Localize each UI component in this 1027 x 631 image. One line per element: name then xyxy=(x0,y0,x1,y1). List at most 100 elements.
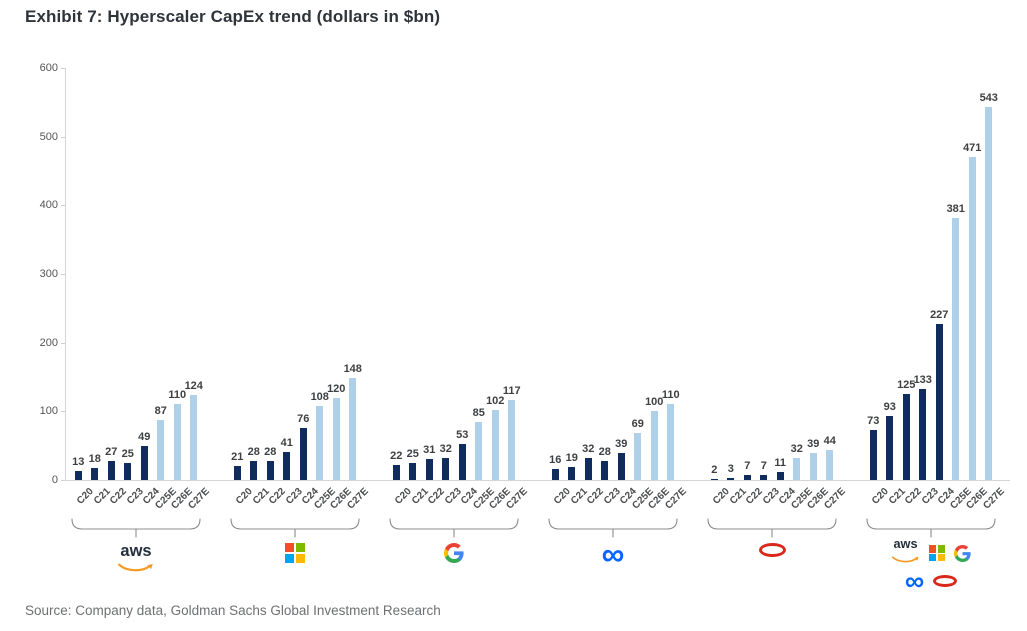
y-tick-mark xyxy=(61,205,65,207)
bar-value-label: 13 xyxy=(72,456,85,469)
bar-google-C27E xyxy=(508,399,516,480)
bar-aws-C22 xyxy=(107,461,115,480)
bar-value-label: 49 xyxy=(138,431,151,444)
group-logo-box: ∞ xyxy=(547,536,679,572)
group-logo-box xyxy=(706,543,838,557)
y-tick-mark xyxy=(61,68,65,69)
aws-smile-icon xyxy=(117,560,154,578)
bar-value-label: 19 xyxy=(565,451,578,464)
bar-google-C21 xyxy=(409,462,417,480)
bar-value-label: 69 xyxy=(631,417,644,430)
bar-value-label: 39 xyxy=(615,438,628,451)
bar-microsoft-C24 xyxy=(299,427,307,480)
bar-microsoft-C26E xyxy=(332,397,340,480)
bar-aws-C21 xyxy=(91,467,99,480)
bar-aws-C27E xyxy=(190,394,198,480)
bar-value-label: 32 xyxy=(582,443,595,456)
bar-microsoft-C27E xyxy=(349,378,357,480)
bar-oracle-C20 xyxy=(710,478,718,480)
bar-all-C22 xyxy=(902,394,910,480)
oracle-logo xyxy=(933,575,958,588)
y-tick-label: 100 xyxy=(39,405,58,418)
group-brace xyxy=(865,518,997,540)
bar-meta-C24 xyxy=(617,453,625,480)
all-hyperscalers-logos: aws ∞ xyxy=(891,537,971,595)
y-tick-mark xyxy=(61,274,65,275)
bar-meta-C27E xyxy=(667,404,675,480)
bar-value-label: 25 xyxy=(121,447,134,460)
bar-oracle-C21 xyxy=(727,477,735,480)
bar-value-label: 28 xyxy=(598,445,611,458)
bar-oracle-C23 xyxy=(760,475,768,480)
y-tick-label: 400 xyxy=(39,199,58,212)
bar-aws-C20 xyxy=(74,471,82,480)
group-logo-box xyxy=(229,543,361,563)
bar-oracle-C24 xyxy=(776,472,784,480)
bar-all-C26E xyxy=(968,156,976,480)
bar-value-label: 148 xyxy=(343,363,362,376)
bar-value-label: 16 xyxy=(549,454,562,466)
bar-microsoft-C23 xyxy=(283,451,291,480)
bar-value-label: 227 xyxy=(930,309,949,322)
bar-value-label: 2 xyxy=(711,463,718,476)
aws-logo: aws xyxy=(891,537,920,569)
group-brace xyxy=(706,518,838,540)
bar-value-label: 117 xyxy=(502,384,521,397)
bar-meta-C23 xyxy=(601,460,609,480)
bar-aws-C25E xyxy=(157,420,165,480)
bar-value-label: 25 xyxy=(406,447,419,460)
bar-microsoft-C21 xyxy=(250,460,258,480)
bar-google-C22 xyxy=(425,458,433,480)
group-brace xyxy=(388,518,520,540)
bar-google-C25E xyxy=(475,421,483,480)
bar-all-C20 xyxy=(869,429,877,480)
group-logo-box: aws xyxy=(70,543,202,578)
bar-value-label: 7 xyxy=(760,460,767,473)
bar-value-label: 18 xyxy=(88,452,101,465)
logo-row: aws xyxy=(891,537,971,569)
bar-value-label: 100 xyxy=(645,396,664,409)
bar-value-label: 93 xyxy=(883,401,896,414)
bar-value-label: 87 xyxy=(154,405,167,418)
x-axis-line xyxy=(65,480,1010,481)
bar-aws-C23 xyxy=(124,462,132,480)
bar-value-label: 31 xyxy=(423,443,436,456)
bar-google-C23 xyxy=(442,458,450,480)
meta-logo: ∞ xyxy=(601,536,625,572)
bar-value-label: 73 xyxy=(867,414,880,427)
bar-value-label: 108 xyxy=(310,390,329,403)
bar-value-label: 110 xyxy=(168,389,187,402)
bar-value-label: 39 xyxy=(807,438,820,451)
bar-all-C24 xyxy=(935,324,943,480)
y-axis-line xyxy=(65,68,66,480)
group-logo-box xyxy=(388,543,520,563)
bar-value-label: 53 xyxy=(456,428,469,441)
bar-value-label: 27 xyxy=(105,446,118,459)
microsoft-logo xyxy=(928,545,945,562)
logo-row: ∞ xyxy=(905,567,958,595)
y-tick-mark xyxy=(61,411,65,413)
bar-value-label: 76 xyxy=(297,412,310,425)
bar-value-label: 3 xyxy=(727,462,734,475)
bar-value-label: 28 xyxy=(247,445,260,458)
aws-smile-icon xyxy=(891,551,920,569)
group-brace xyxy=(547,518,679,540)
bar-value-label: 471 xyxy=(963,141,982,154)
bar-value-label: 120 xyxy=(327,382,346,395)
bar-value-label: 21 xyxy=(231,450,244,463)
bar-all-C21 xyxy=(886,416,894,480)
y-tick-label: 500 xyxy=(39,130,58,143)
oracle-logo xyxy=(758,543,786,557)
bar-google-C24 xyxy=(458,443,466,480)
bar-oracle-C26E xyxy=(809,453,817,480)
bar-microsoft-C25E xyxy=(316,405,324,480)
bar-value-label: 44 xyxy=(823,434,836,447)
group-logo-box: aws ∞ xyxy=(865,537,997,595)
bar-oracle-C27E xyxy=(826,449,834,480)
y-tick-label: 600 xyxy=(39,62,58,74)
y-tick-mark xyxy=(61,342,65,344)
bar-meta-C21 xyxy=(568,466,576,480)
group-brace xyxy=(229,518,361,540)
google-logo xyxy=(444,543,464,563)
